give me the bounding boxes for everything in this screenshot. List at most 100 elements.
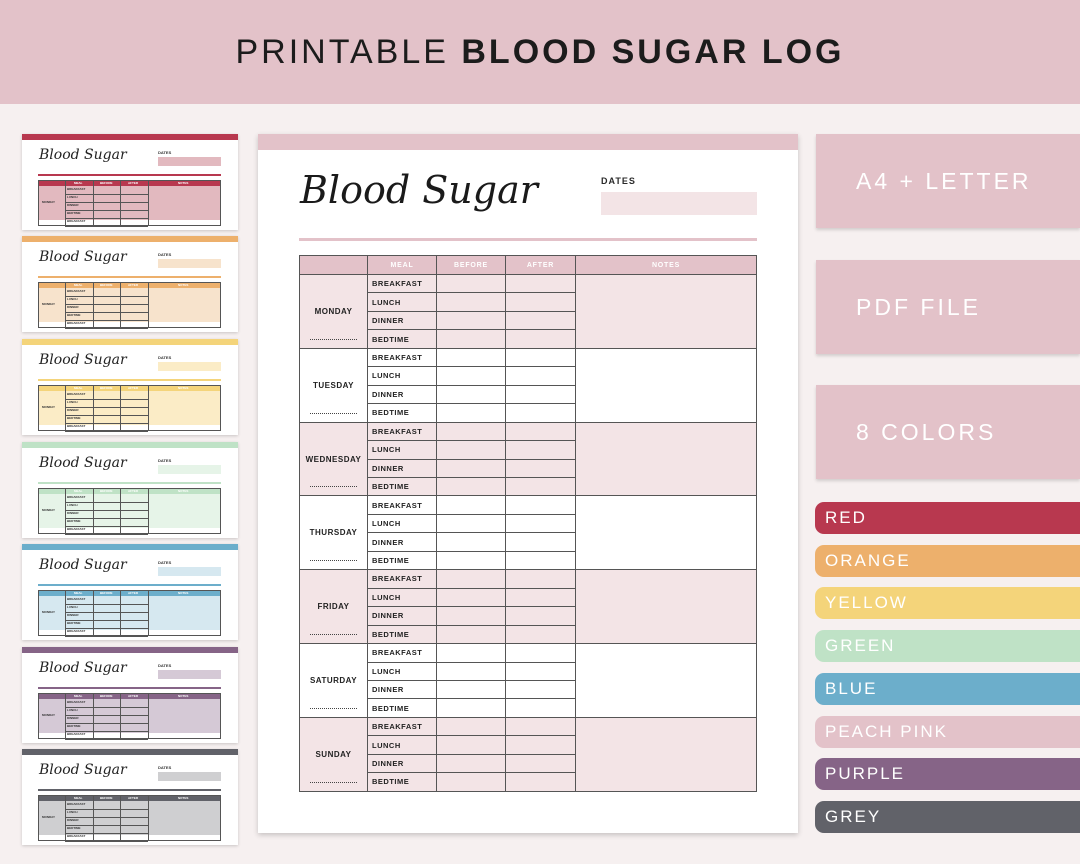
day-date-line: [310, 634, 357, 636]
meal-cell: BREAKFAST: [367, 495, 437, 515]
thumbnail-table-header: MEAL BEFORE AFTER NOTES: [38, 488, 221, 494]
color-swatch: PURPLE: [815, 758, 1080, 791]
thumbnail-column-line: [120, 385, 121, 431]
after-cell: [505, 532, 576, 552]
color-swatch: PEACH PINK: [815, 715, 1080, 748]
thumbnail-table-header: MEAL BEFORE AFTER NOTES: [38, 590, 221, 596]
meal-cell: LUNCH: [367, 513, 437, 534]
after-cell: [505, 513, 576, 534]
header-after: AFTER: [505, 255, 576, 275]
color-swatch: RED: [815, 502, 1080, 534]
thumbnail-meal-label: BREAKFAST: [67, 392, 86, 396]
thumbnail-table-header: MEAL BEFORE AFTER NOTES: [38, 693, 221, 699]
before-cell: [436, 679, 506, 700]
thumbnail-table-border: [38, 282, 221, 328]
before-cell: [436, 606, 506, 626]
meal-cell: DINNER: [367, 384, 437, 405]
after-cell: [505, 273, 576, 294]
thumbnail-dates-label: DATES: [158, 560, 172, 565]
thumbnail-column-line: [93, 693, 94, 739]
thumbnail-title: Blood Sugar: [39, 557, 127, 573]
thumbnail-meal-label: BEDTIME: [67, 826, 81, 830]
after-cell: [505, 661, 576, 681]
before-cell: [436, 310, 506, 331]
thumbnail-notes-cell: [148, 801, 221, 835]
thumbnail-day-cell: MONDAY: [38, 391, 65, 425]
thumbnail-row-line: [65, 399, 148, 400]
meal-cell: LUNCH: [367, 292, 437, 312]
day-date-line: [310, 486, 357, 488]
meal-cell: BEDTIME: [367, 624, 437, 645]
before-cell: [436, 421, 506, 442]
feature-label: A4 + LETTER: [856, 167, 1032, 194]
thumbnail-dates-label: DATES: [158, 765, 172, 770]
thumbnail-column-line: [120, 180, 121, 226]
page-top-bar: [258, 134, 798, 150]
thumbnail-table-border: [38, 385, 221, 431]
thumbnail-table: MEAL BEFORE AFTER NOTES MONDAY BREAKFAST LUNCH…: [38, 488, 221, 535]
day-date-line: [310, 338, 357, 340]
after-cell: [505, 292, 576, 312]
thumbnail-column-line: [148, 282, 149, 328]
thumbnail-meal-label: BREAKFAST: [67, 424, 86, 428]
feature-box: A4 + LETTER: [816, 134, 1080, 228]
thumbnail-day-label: MONDAY: [42, 405, 56, 409]
meal-cell: BREAKFAST: [367, 273, 437, 294]
thumbnail-row-line: [65, 415, 148, 416]
thumbnail-header-label: NOTES: [178, 591, 189, 595]
thumbnail-header-label: BEFORE: [100, 489, 113, 493]
banner: PRINTABLE BLOOD SUGAR LOG: [0, 0, 1080, 104]
thumbnail-row-line: [65, 628, 148, 629]
header-blank: [299, 255, 368, 275]
color-swatch: GREY: [815, 800, 1080, 833]
thumbnail-green: Blood Sugar DATES MEAL BEFORE AFTER NOTES MOND…: [22, 442, 238, 538]
thumbnail-table-header: MEAL BEFORE AFTER NOTES: [38, 385, 221, 391]
thumbnail-dates-label: DATES: [158, 252, 172, 257]
thumbnail-row-line: [65, 423, 148, 424]
notes-cell: [575, 347, 757, 423]
thumbnail-dates-label: DATES: [158, 150, 172, 155]
thumbnail-row-line: [65, 636, 148, 637]
color-swatch-label: BLUE: [825, 678, 878, 698]
thumbnail-header-label: BEFORE: [100, 591, 113, 595]
thumbnail-meal-label: BREAKFAST: [67, 289, 86, 293]
thumbnail-notes-cell: [148, 494, 221, 528]
thumbnail-top-bar: [22, 544, 238, 550]
thumbnail-day-label: MONDAY: [42, 815, 56, 819]
thumbnail-column-line: [65, 488, 66, 534]
day-label: TUESDAY: [313, 380, 354, 390]
thumbnail-column-line: [93, 385, 94, 431]
color-swatch-label: RED: [825, 508, 867, 527]
day-label: SATURDAY: [309, 675, 358, 685]
color-swatch: ORANGE: [815, 544, 1080, 577]
thumbnail-row-line: [65, 723, 148, 724]
table-row: MONDAY BREAKFAST: [299, 273, 757, 349]
thumbnail-column-line: [65, 282, 66, 328]
thumbnail-column-line: [148, 795, 149, 841]
before-cell: [436, 624, 506, 645]
thumbnail-row-line: [65, 534, 148, 535]
thumbnail-meal-label: BREAKFAST: [67, 834, 86, 838]
before-cell: [436, 384, 506, 405]
thumbnail-dates-label: DATES: [158, 663, 172, 668]
table-row: DINNER: [300, 753, 757, 774]
thumbnail-table: MEAL BEFORE AFTER NOTES MONDAY BREAKFAST LUNCH…: [38, 385, 221, 432]
thumbnail-meal-label: BREAKFAST: [67, 219, 86, 223]
color-swatch: YELLOW: [815, 587, 1080, 620]
thumbnail-header-label: MEAL: [74, 694, 83, 698]
thumbnail-meal-label: DINNER: [67, 716, 79, 720]
after-cell: [505, 440, 576, 460]
before-cell: [436, 292, 506, 312]
thumbnail-table-header: MEAL BEFORE AFTER NOTES: [38, 795, 221, 801]
thumbnail-yellow: Blood Sugar DATES MEAL BEFORE AFTER NOTES MOND…: [22, 339, 238, 435]
before-cell: [436, 643, 506, 663]
before-cell: [436, 661, 506, 681]
thumbnail-header-label: BEFORE: [100, 694, 113, 698]
table-row: LUNCH: [300, 661, 757, 681]
page-title: Blood Sugar: [300, 168, 538, 212]
thumbnail-meal-label: BREAKFAST: [67, 321, 86, 325]
thumbnail-header-label: AFTER: [128, 489, 138, 493]
thumbnail-table-border: [38, 795, 221, 841]
thumbnail-orange: Blood Sugar DATES MEAL BEFORE AFTER NOTES MOND…: [22, 236, 238, 332]
notes-cell: [575, 716, 757, 792]
